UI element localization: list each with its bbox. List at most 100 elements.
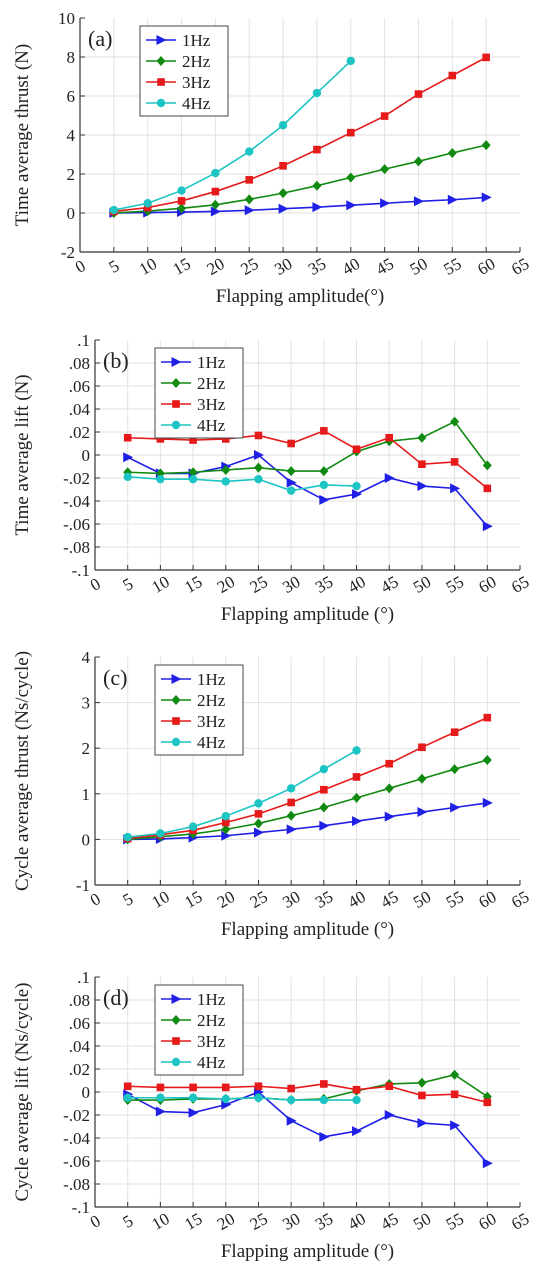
data-point-3Hz xyxy=(418,743,426,752)
legend-box xyxy=(154,984,244,1076)
data-point-4Hz xyxy=(188,1093,198,1102)
data-point-3Hz xyxy=(352,445,361,454)
data-point-3Hz xyxy=(380,112,389,120)
data-point-4Hz xyxy=(156,829,165,838)
x-tick-label: 65 xyxy=(508,254,532,279)
data-point-1Hz xyxy=(123,452,134,463)
y-tick-label: -.04 xyxy=(63,492,90,511)
x-tick-label: 5 xyxy=(120,1211,137,1232)
data-point-1Hz xyxy=(286,824,297,835)
data-point-3Hz xyxy=(385,433,394,442)
x-tick-label: 25 xyxy=(247,572,271,597)
legend-label: 1Hz xyxy=(182,31,211,50)
data-point-3Hz xyxy=(156,435,165,443)
data-point-1Hz xyxy=(352,816,363,827)
data-point-1Hz xyxy=(352,489,363,500)
data-point-3Hz xyxy=(287,798,295,807)
x-tick-label: 65 xyxy=(508,887,532,912)
data-point-1Hz xyxy=(286,1115,297,1126)
y-tick-label: .06 xyxy=(69,1014,90,1033)
x-tick-label: 5 xyxy=(120,889,137,910)
legend-label: 3Hz xyxy=(197,1032,226,1051)
series-line-4Hz xyxy=(127,749,357,838)
y-tick-label: .04 xyxy=(69,400,91,419)
data-point-4Hz xyxy=(109,205,119,215)
data-point-2Hz xyxy=(286,466,296,477)
data-point-1Hz xyxy=(155,1106,166,1117)
data-point-4Hz xyxy=(245,147,254,156)
data-point-3Hz xyxy=(287,1084,295,1093)
x-tick-label: 50 xyxy=(410,887,434,912)
data-point-1Hz xyxy=(417,481,428,492)
series-2Hz xyxy=(109,140,491,218)
series-line-3Hz xyxy=(127,716,488,840)
data-point-1Hz xyxy=(286,477,297,488)
data-point-1Hz xyxy=(481,192,492,203)
data-point-2Hz xyxy=(450,764,460,775)
data-point-1Hz xyxy=(319,494,330,505)
x-tick-label: 30 xyxy=(279,887,303,912)
x-tick-label: 5 xyxy=(106,256,123,277)
data-point-3Hz xyxy=(450,728,459,737)
data-point-3Hz xyxy=(177,197,186,205)
x-tick-label: 60 xyxy=(475,1209,499,1234)
data-point-2Hz xyxy=(221,464,231,475)
data-point-1Hz xyxy=(384,473,395,483)
x-tick-label: 55 xyxy=(440,254,464,279)
data-point-4Hz xyxy=(123,472,132,482)
x-tick-label: 20 xyxy=(214,572,238,597)
data-point-1Hz xyxy=(352,1126,363,1137)
data-point-3Hz xyxy=(483,1098,492,1107)
data-point-1Hz xyxy=(447,194,458,205)
data-point-1Hz xyxy=(221,830,232,841)
data-point-2Hz xyxy=(417,432,427,443)
data-point-3Hz xyxy=(482,53,490,62)
x-tick-label: 10 xyxy=(149,887,173,912)
panel-a-legend: 1Hz 2Hz 3Hz 4Hz xyxy=(139,25,229,117)
legend-marker xyxy=(171,420,181,430)
panel-a-tag: (a) xyxy=(88,26,112,51)
legend-label: 4Hz xyxy=(197,1053,226,1072)
data-point-3Hz xyxy=(123,1082,132,1091)
data-point-3Hz xyxy=(450,458,459,466)
data-point-1Hz xyxy=(188,1107,199,1118)
data-point-4Hz xyxy=(177,186,186,195)
panel-b: 0 5 10 15 20 25 30 35 40 45 50 55 60 65 -.1 -.08 -.06 -.0… xyxy=(12,331,532,625)
series-3Hz xyxy=(123,427,492,493)
data-point-4Hz xyxy=(254,799,263,808)
series-4Hz xyxy=(123,746,361,842)
panel-d-legend: 1Hz 2Hz 3Hz 4Hz xyxy=(154,984,244,1076)
panel-c-y-axis-label: Cycle average thrust (Ns/cycle) xyxy=(12,651,33,891)
data-point-3Hz xyxy=(221,1083,230,1092)
y-tick-label: -.1 xyxy=(72,561,90,580)
x-tick-label: 10 xyxy=(136,254,160,279)
x-tick-label: 60 xyxy=(475,572,499,597)
data-point-3Hz xyxy=(245,176,254,184)
data-point-2Hz xyxy=(481,140,491,151)
series-4Hz xyxy=(123,1093,361,1105)
legend-label: 3Hz xyxy=(197,712,226,731)
panel-c-legend: 1Hz 2Hz 3Hz 4Hz xyxy=(154,664,244,756)
series-line-4Hz xyxy=(127,1096,357,1101)
series-2Hz xyxy=(123,755,492,845)
series-3Hz xyxy=(123,713,492,843)
data-point-3Hz xyxy=(352,773,361,781)
legend-marker xyxy=(172,1037,180,1045)
panel-a: 0 5 10 15 20 25 30 35 40 45 50 55 60 65-20246810Flapp… xyxy=(12,9,532,307)
x-tick-label: 45 xyxy=(373,254,397,279)
data-point-4Hz xyxy=(221,811,230,821)
legend-label: 1Hz xyxy=(197,670,226,689)
data-point-1Hz xyxy=(244,205,255,216)
data-point-3Hz xyxy=(450,1090,459,1099)
data-point-3Hz xyxy=(189,436,197,444)
data-point-1Hz xyxy=(450,1120,461,1131)
data-point-3Hz xyxy=(254,431,263,440)
legend-label: 2Hz xyxy=(182,52,211,71)
data-point-3Hz xyxy=(418,460,426,468)
x-tick-label: 35 xyxy=(312,1209,336,1234)
data-point-3Hz xyxy=(287,439,295,448)
data-point-4Hz xyxy=(188,822,198,831)
series-line-1Hz xyxy=(113,196,487,214)
data-point-4Hz xyxy=(221,1094,230,1104)
panel-b-x-axis-label: Flapping amplitude (°) xyxy=(221,604,394,625)
